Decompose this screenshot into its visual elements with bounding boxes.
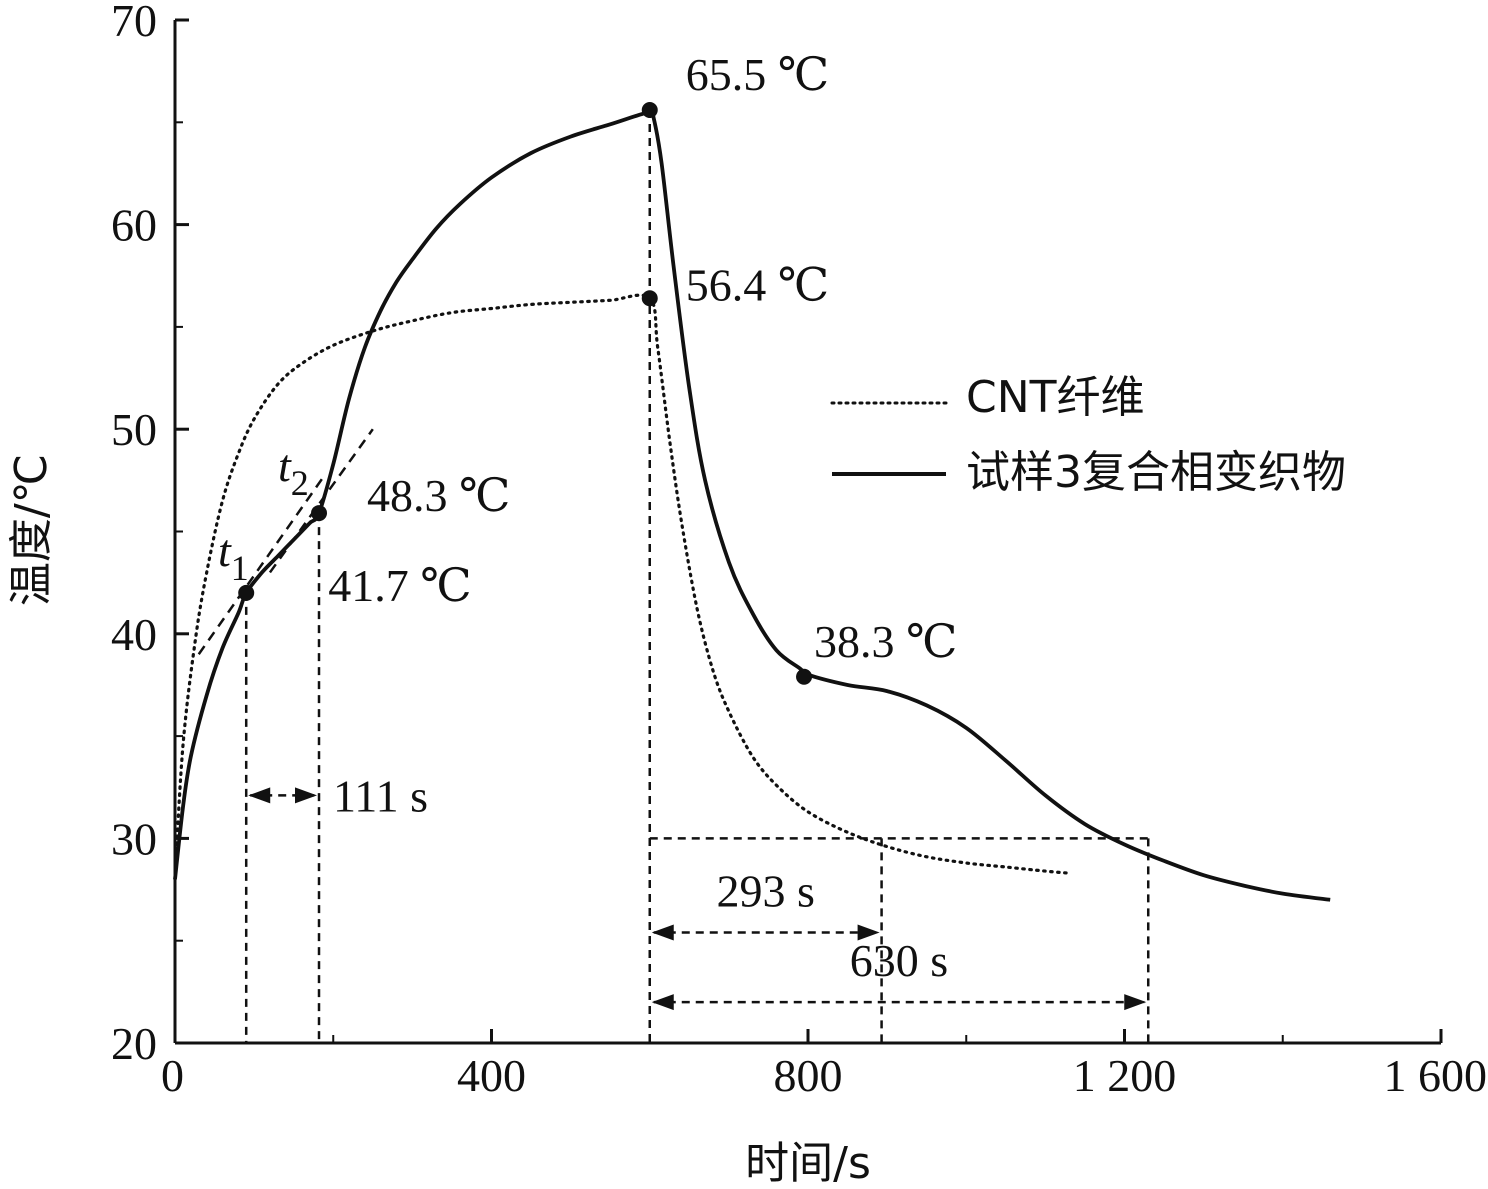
key-point-label: 65.5 ℃ [686, 49, 829, 100]
x-tick-label: 0 [161, 1050, 184, 1101]
label-layer: 111 s 293 s 630 s 41.7 ℃ 48.3 ℃ 65.5 ℃ 56.4 ℃ 3… [218, 49, 958, 986]
tangent-label-base: t [218, 525, 232, 576]
tick-layer: 20 30 40 50 60 70 0 400 800 1 200 1 600 [111, 0, 1487, 1101]
key-point-label: 38.3 ℃ [814, 616, 957, 667]
tangent-label-subscript: 1 [231, 548, 249, 588]
marker-layer [238, 102, 813, 685]
key-point-label: 56.4 ℃ [686, 259, 829, 310]
tangent-label: t1 [218, 525, 249, 588]
key-point-label: 48.3 ℃ [367, 470, 510, 521]
y-tick-label: 70 [111, 0, 157, 46]
interval-label: 293 s [716, 866, 814, 917]
key-point-marker [238, 584, 255, 601]
interval-arrowhead [651, 924, 674, 941]
y-tick-label: 20 [111, 1018, 157, 1069]
key-point-marker [311, 505, 328, 522]
y-tick-label: 40 [111, 609, 157, 660]
legend-label-cnt-fiber: CNT纤维 [966, 372, 1145, 423]
interval-arrowhead [1124, 994, 1147, 1011]
tangent-label-base: t [278, 440, 292, 491]
tangent-label: t2 [278, 440, 309, 503]
x-axis-title: 时间/s [745, 1138, 871, 1189]
interval-arrowhead [295, 787, 318, 804]
legend-label-sample3-fabric: 试样3复合相变织物 [966, 447, 1346, 498]
tangent-line [197, 473, 327, 655]
y-tick-label: 50 [111, 404, 157, 455]
y-tick-label: 30 [111, 813, 157, 864]
interval-arrowhead [857, 924, 880, 941]
interval-arrowhead [651, 994, 674, 1011]
tangent-label-subscript: 2 [291, 463, 309, 503]
key-point-label: 41.7 ℃ [328, 560, 471, 611]
key-point-marker [641, 290, 658, 307]
series-line-cnt-fiber [173, 293, 1071, 881]
legend: CNT纤维 试样3复合相变织物 [830, 372, 1346, 498]
key-point-marker [796, 668, 813, 685]
interval-arrowhead [248, 787, 271, 804]
key-point-marker [641, 102, 658, 119]
x-tick-label: 400 [457, 1050, 526, 1101]
interval-label: 630 s [850, 935, 948, 986]
x-tick-label: 1 200 [1073, 1050, 1177, 1101]
y-tick-label: 60 [111, 200, 157, 251]
y-axis-title: 温度/℃ [6, 454, 57, 606]
x-tick-label: 1 600 [1384, 1050, 1488, 1101]
x-tick-label: 800 [774, 1050, 843, 1101]
interval-label: 111 s [333, 770, 428, 821]
